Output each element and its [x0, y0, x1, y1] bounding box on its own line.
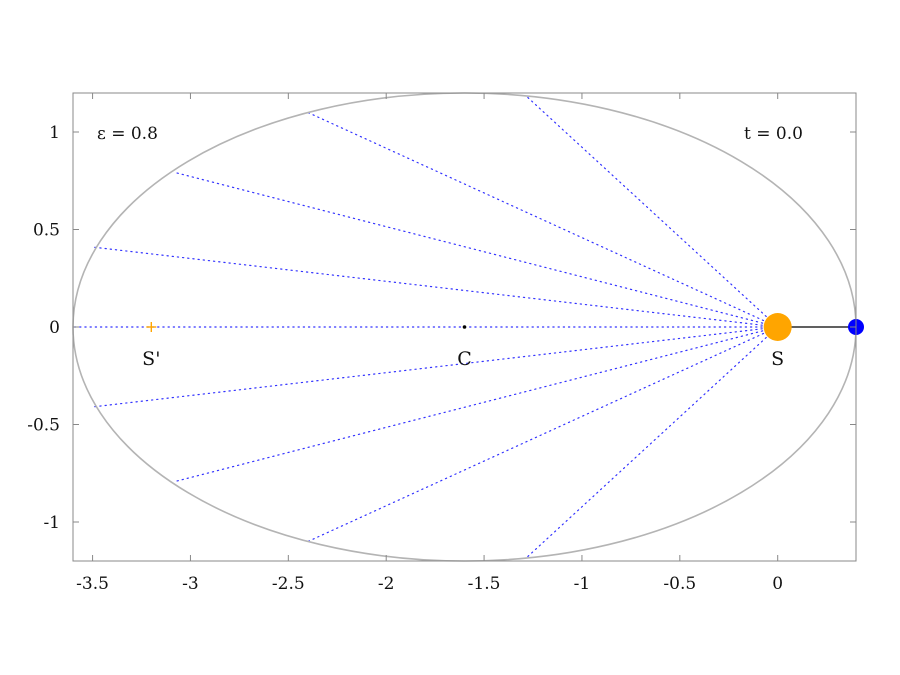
point-label-C: C	[457, 348, 472, 370]
eccentricity-label: ε = 0.8	[97, 124, 158, 144]
y-axis: 1 0.5 0 -0.5 -1	[27, 123, 856, 533]
x-tick-label: -2	[378, 574, 395, 594]
y-tick-label: 0.5	[33, 221, 60, 241]
radial-line-7	[176, 326, 779, 482]
radial-line-2	[91, 246, 779, 328]
x-tick-label: -3	[182, 574, 199, 594]
x-tick-label: -2.5	[272, 574, 305, 594]
radial-line-9	[526, 326, 779, 558]
radial-line-8	[307, 326, 779, 543]
x-axis: -3.5 -3 -2.5 -2 -1.5 -1 -0.5 0	[76, 93, 783, 594]
y-tick-label: 1	[49, 123, 60, 143]
radial-line-6	[91, 326, 779, 408]
center-marker	[462, 325, 467, 329]
radial-line-3	[176, 172, 779, 328]
point-label-S-prime: S'	[142, 348, 160, 370]
y-tick-label: -1	[43, 513, 60, 533]
sun-marker	[763, 313, 792, 341]
x-tick-label: -1	[574, 574, 591, 594]
x-tick-label: -0.5	[663, 574, 696, 594]
x-tick-label: -3.5	[76, 574, 109, 594]
x-tick-label: 0	[772, 574, 783, 594]
time-label: t = 0.0	[744, 124, 803, 144]
points-group: S S' C	[142, 313, 864, 370]
y-tick-label: -0.5	[27, 416, 60, 436]
point-label-S: S	[771, 348, 784, 370]
y-tick-label: 0	[49, 318, 60, 338]
radial-line-4	[307, 111, 779, 328]
radial-line-5	[526, 96, 779, 328]
radial-lines	[72, 96, 779, 558]
x-tick-label: -1.5	[468, 574, 501, 594]
